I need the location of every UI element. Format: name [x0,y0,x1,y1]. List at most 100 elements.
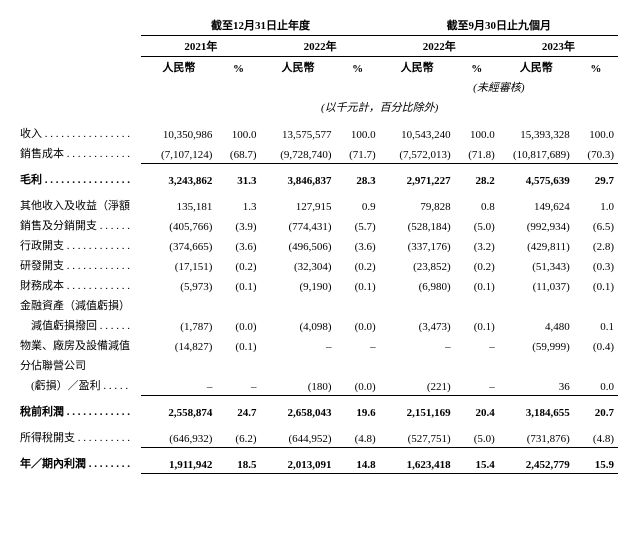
hdr-2022b: 2022年 [380,36,499,57]
pct-cell [216,355,260,375]
value-cell: (5,973) [141,275,216,295]
value-cell: (51,343) [499,255,574,275]
table-row: 收入10,350,986100.013,575,577100.010,543,2… [20,123,618,143]
pct-cell: 1.0 [574,195,618,215]
pct-cell: 100.0 [336,123,380,143]
row-label: 所得稅開支 [20,427,141,447]
value-cell: (9,190) [261,275,336,295]
pct-cell: (0.1) [216,335,260,355]
table-row: 研發開支(17,151)(0.2)(32,304)(0.2)(23,852)(0… [20,255,618,275]
value-cell: (6,980) [380,275,455,295]
header-years: 2021年 2022年 2022年 2023年 [20,36,618,57]
row-label: 研發開支 [20,255,141,275]
value-cell: (992,934) [499,215,574,235]
pct-cell: 0.1 [574,315,618,335]
table-row: 金融資產（減值虧損）／ [20,295,618,315]
table-row: 減值虧損撥回(1,787)(0.0)(4,098)(0.0)(3,473)(0.… [20,315,618,335]
hdr-group-right: 截至9月30日止九個月 [380,15,618,36]
value-cell: (7,107,124) [141,143,216,163]
pct-cell: 29.7 [574,169,618,189]
pct-cell: (3.6) [216,235,260,255]
pct-cell [574,355,618,375]
value-cell: (405,766) [141,215,216,235]
pct-cell: (71.7) [336,143,380,163]
value-cell: (644,952) [261,427,336,447]
row-label: (虧損）／盈利 [20,375,141,395]
pct-cell: (0.2) [336,255,380,275]
value-cell: 2,658,043 [261,401,336,421]
table-row: 分佔聯營公司 [20,355,618,375]
pct-cell: (3.9) [216,215,260,235]
pct-cell: (0.1) [216,275,260,295]
pct-cell: 20.7 [574,401,618,421]
hdr-2023: 2023年 [499,36,618,57]
value-cell [380,295,455,315]
value-cell: – [141,375,216,395]
pct-cell [455,295,499,315]
value-cell: (3,473) [380,315,455,335]
hdr-pct: % [336,57,380,78]
table-row: 所得稅開支(646,932)(6.2)(644,952) (4.8) (527,75… [20,427,618,447]
value-cell: 135,181 [141,195,216,215]
value-cell: 4,575,639 [499,169,574,189]
row-label: 銷售及分銷開支 [20,215,141,235]
pct-cell: 28.2 [455,169,499,189]
pct-cell: (0.0) [336,315,380,335]
hdr-2021: 2021年 [141,36,260,57]
value-cell: (646,932) [141,427,216,447]
pct-cell: 15.9 [574,453,618,473]
value-cell: 2,013,091 [261,453,336,473]
table-row: 財務成本(5,973)(0.1)(9,190)(0.1)(6,980)(0.1)… [20,275,618,295]
value-cell: 36 [499,375,574,395]
value-cell: 13,575,577 [261,123,336,143]
table-row: 銷售及分銷開支(405,766)(3.9)(774,431)(5.7)(528,… [20,215,618,235]
value-cell: 1,623,418 [380,453,455,473]
pct-cell: (6.5) [574,215,618,235]
pct-cell: 14.8 [336,453,380,473]
pct-cell: 31.3 [216,169,260,189]
value-cell: (59,999) [499,335,574,355]
pct-cell: (0.1) [455,275,499,295]
row-label: 減值虧損撥回 [20,315,141,335]
pct-cell: (0.1) [574,275,618,295]
header-unaudited: (未經審核) [20,77,618,97]
pct-cell: (4.8) [574,427,618,447]
value-cell: (180) [261,375,336,395]
table-row: 物業、廠房及設備減值(14,827)(0.1)––––(59,999)(0.4) [20,335,618,355]
table-row: 其他收入及收益（淨額）135,1811.3127,9150.979,8280.8… [20,195,618,215]
pct-cell: – [336,335,380,355]
pct-cell: (2.8) [574,235,618,255]
pct-cell: (0.1) [455,315,499,335]
pct-cell: – [455,375,499,395]
pct-cell [455,355,499,375]
value-cell: 127,915 [261,195,336,215]
hdr-rmb: 人民幣 [499,57,574,78]
pct-cell [336,295,380,315]
pct-cell: 0.8 [455,195,499,215]
pct-cell: (0.0) [336,375,380,395]
row-label: 財務成本 [20,275,141,295]
value-cell: (17,151) [141,255,216,275]
value-cell: 3,184,655 [499,401,574,421]
hdr-rmb: 人民幣 [380,57,455,78]
value-cell: 1,911,942 [141,453,216,473]
row-label: 物業、廠房及設備減值 [20,335,141,355]
pct-cell: (6.2) [216,427,260,447]
value-cell: (527,751) [380,427,455,447]
unaudited-note: (未經審核) [380,77,618,97]
row-label: 金融資產（減值虧損）／ [20,295,141,315]
value-cell: 2,558,874 [141,401,216,421]
pct-cell: 24.7 [216,401,260,421]
pct-cell: 0.9 [336,195,380,215]
pct-cell: 100.0 [216,123,260,143]
row-label: 分佔聯營公司 [20,355,141,375]
value-cell: (496,506) [261,235,336,255]
value-cell: 10,350,986 [141,123,216,143]
hdr-pct: % [216,57,260,78]
pct-cell: 0.0 [574,375,618,395]
value-cell: (528,184) [380,215,455,235]
value-cell [141,355,216,375]
value-cell: 2,452,779 [499,453,574,473]
pct-cell: 18.5 [216,453,260,473]
header-units: 人民幣 % 人民幣 % 人民幣 % 人民幣 % [20,57,618,78]
